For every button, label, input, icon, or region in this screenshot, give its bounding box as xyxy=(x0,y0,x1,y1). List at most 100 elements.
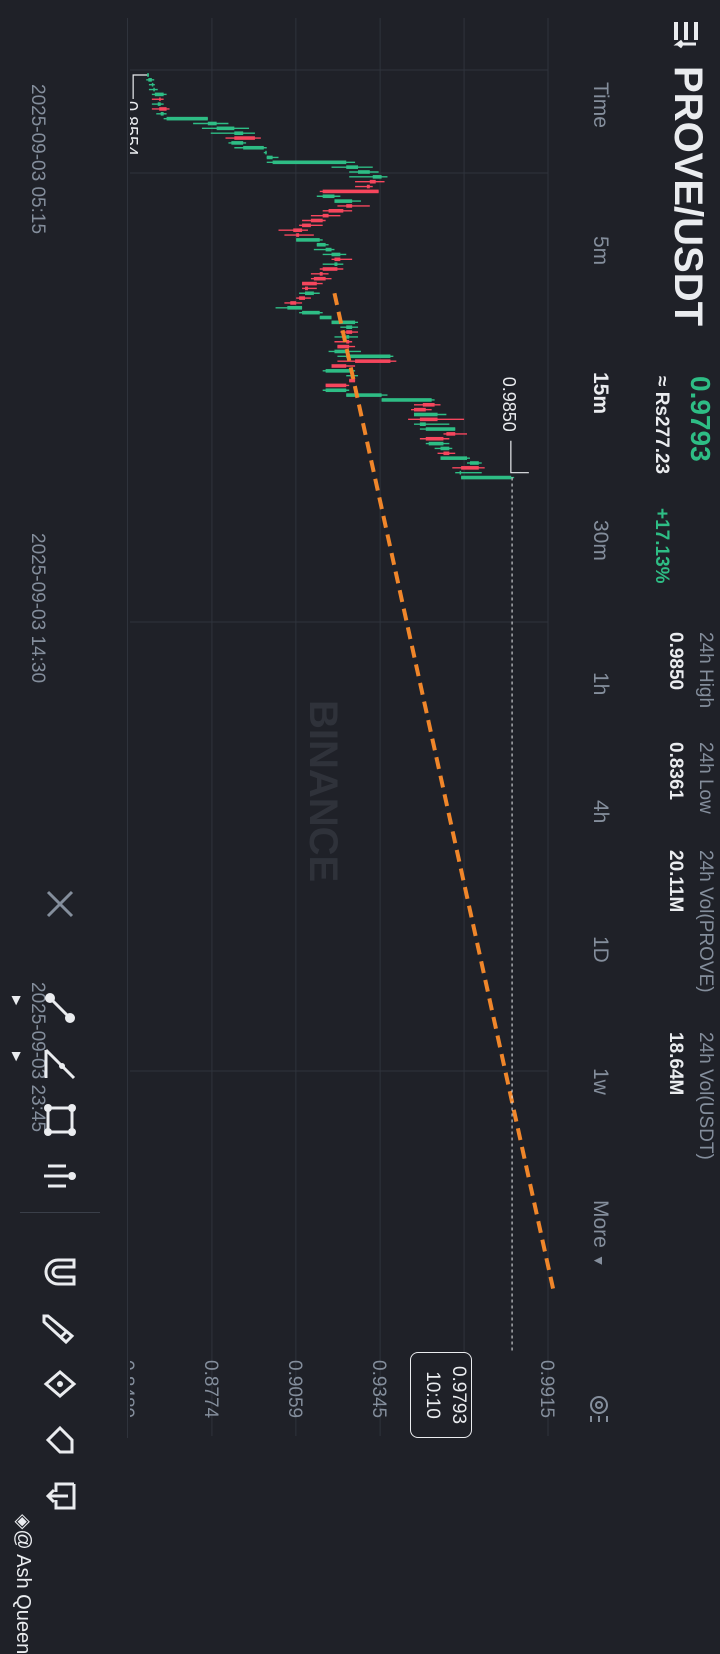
toolbar-divider xyxy=(20,1212,100,1213)
candle-body xyxy=(302,223,311,228)
candle-body xyxy=(153,87,155,92)
diamond-icon[interactable] xyxy=(40,1364,80,1404)
candle-body xyxy=(413,412,438,417)
tag-icon[interactable] xyxy=(40,1420,80,1460)
candles xyxy=(146,73,515,480)
tab-15m[interactable]: 15m xyxy=(589,372,612,415)
y-tick-label: 0.9059 xyxy=(284,1360,305,1418)
watermark-text: BINANCE xyxy=(301,700,345,882)
candle-body xyxy=(422,403,435,407)
tab-4h[interactable]: 4h xyxy=(589,800,612,824)
candle-body xyxy=(319,315,332,320)
candle-body xyxy=(346,204,353,208)
candle-body xyxy=(313,276,326,281)
candle-body xyxy=(166,116,208,121)
candle-body xyxy=(461,466,479,470)
candle-body xyxy=(425,436,444,441)
candle-body xyxy=(207,121,217,126)
low-marker-line xyxy=(132,74,148,99)
candle-body xyxy=(337,344,350,349)
candle-body xyxy=(151,82,154,87)
footer-watermark: ◈@ Ash Queen xyxy=(11,1514,36,1654)
tab-30m[interactable]: 30m xyxy=(589,520,612,561)
candle-body xyxy=(346,325,353,329)
expand-arrow-icon: ▶ xyxy=(10,996,24,1006)
candle-body xyxy=(419,422,426,426)
candle-body xyxy=(319,272,323,276)
candle-body xyxy=(334,349,347,354)
close-icon[interactable] xyxy=(40,884,80,924)
low-marker-label: 0.8554 xyxy=(130,101,141,156)
candle-body xyxy=(413,407,426,412)
candle-body xyxy=(440,446,450,451)
candle-body xyxy=(331,364,347,368)
candle-body xyxy=(446,432,456,436)
line-icon[interactable] xyxy=(40,988,80,1028)
candle-body xyxy=(440,456,468,460)
candle-body xyxy=(159,97,161,102)
candle-body xyxy=(443,451,450,456)
tab-time[interactable]: Time xyxy=(589,82,612,128)
pair-symbol[interactable]: PROVE/USDT xyxy=(666,66,710,327)
chart-divider xyxy=(127,18,128,1438)
brush-icon[interactable] xyxy=(40,1308,80,1348)
stat-24h-low: 24h Low 0.8361 xyxy=(646,742,716,814)
candle-body xyxy=(302,310,320,315)
candle-body xyxy=(346,393,382,397)
magnet-icon[interactable] xyxy=(40,1252,80,1292)
price-box-price: 0.9793 xyxy=(448,1365,469,1425)
expand-arrow-icon: ▶ xyxy=(10,1052,24,1062)
stat-24h-vol-usdt: 24h Vol(USDT) 18.64M xyxy=(646,1032,716,1160)
candle-body xyxy=(346,165,359,169)
menu-icon[interactable] xyxy=(670,20,702,52)
tab-1h[interactable]: 1h xyxy=(589,672,612,696)
candle-body xyxy=(305,291,314,296)
candle-body xyxy=(334,199,353,203)
candle-body xyxy=(322,267,338,271)
candle-body xyxy=(325,369,353,373)
tab-more[interactable]: More ▼ xyxy=(588,1200,612,1268)
candle-body xyxy=(325,383,347,388)
candle-body xyxy=(310,218,323,223)
current-price-box: 0.9793 10:10 xyxy=(410,1352,472,1438)
settings-icon[interactable] xyxy=(586,1394,612,1424)
candle-body xyxy=(369,179,376,184)
candle-body xyxy=(299,296,306,300)
candle-body xyxy=(231,141,244,145)
tab-5m[interactable]: 5m xyxy=(589,236,612,266)
local-price: ≈ Rs277.23 xyxy=(651,376,672,475)
tab-1w[interactable]: 1w xyxy=(589,1068,612,1095)
candle-body xyxy=(334,262,338,266)
candlestick-chart[interactable]: BINANCE 0.9850 0.8554 0.8489 0.8774 0.9059 0.… xyxy=(130,0,570,1600)
chevron-down-icon: ▼ xyxy=(591,1253,607,1268)
candle-body xyxy=(322,213,329,218)
y-tick-label: 0.9915 xyxy=(536,1360,557,1418)
candle-body xyxy=(302,281,317,286)
x-tick-label: 2025-09-03 05:15 xyxy=(27,84,48,235)
price-box-countdown: 10:10 xyxy=(422,1371,443,1419)
candle-body xyxy=(305,286,308,291)
stat-value: 20.11M xyxy=(665,850,686,913)
candle-body xyxy=(461,475,512,480)
pitchfork-icon[interactable] xyxy=(40,1156,80,1196)
y-tick-label: 0.9345 xyxy=(368,1360,389,1418)
candle-body xyxy=(334,257,341,262)
candle-body xyxy=(346,330,353,334)
rect-icon[interactable] xyxy=(40,1100,80,1140)
candle-body xyxy=(154,92,164,97)
candle-body xyxy=(266,155,273,160)
candle-body xyxy=(147,73,149,77)
candle-body xyxy=(325,388,347,393)
diamond-logo-icon: ◈ xyxy=(12,1514,34,1530)
trend-angle-icon[interactable] xyxy=(40,1044,80,1084)
high-marker-line xyxy=(510,440,529,474)
download-icon[interactable] xyxy=(40,1476,80,1516)
candle-body xyxy=(265,150,267,155)
high-marker-label: 0.9850 xyxy=(499,377,519,432)
candle-body xyxy=(160,112,164,116)
candle-body xyxy=(287,306,303,310)
candle-body xyxy=(290,301,297,305)
tab-1d[interactable]: 1D xyxy=(589,936,612,963)
rotated-screen: PROVE/USDT 0.9793 ≈ Rs277.23 +17.13% 24h… xyxy=(10,0,716,1654)
stat-value: 0.8361 xyxy=(665,742,686,801)
